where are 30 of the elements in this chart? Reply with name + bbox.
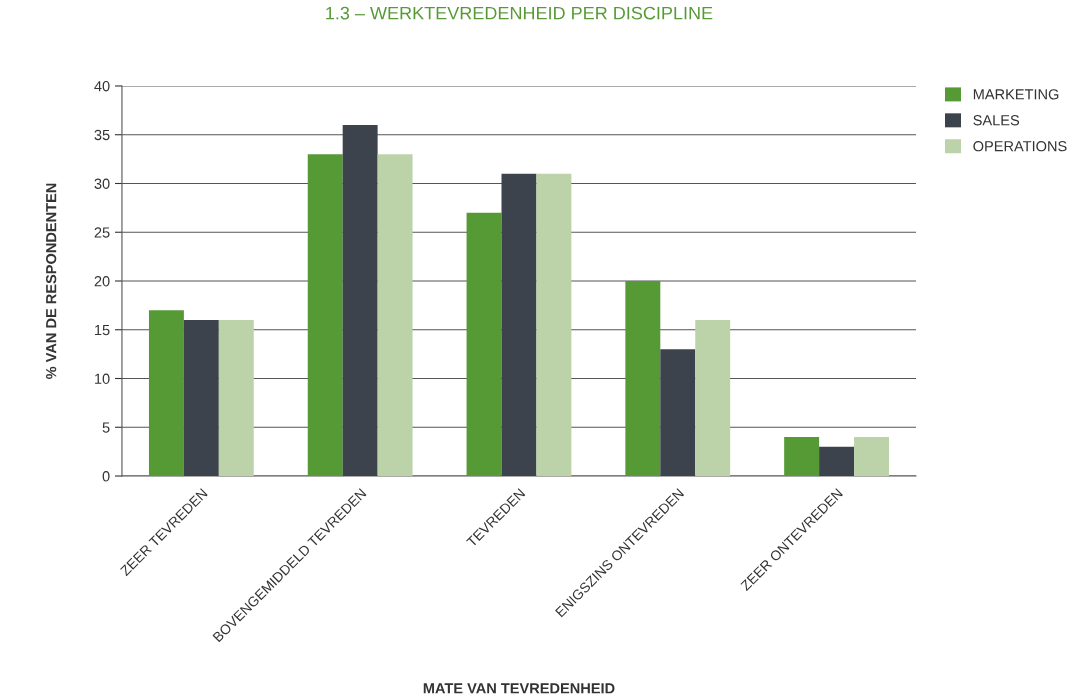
y-tick-label: 20 [94, 276, 110, 287]
y-tick-label: 10 [95, 373, 110, 384]
y-tick-label: 30 [94, 178, 110, 189]
y-tick-label: 35 [94, 129, 110, 141]
y-tick-label: 5 [102, 422, 110, 433]
bar [625, 281, 661, 477]
y-tick-label: 25 [94, 227, 110, 238]
bar [660, 349, 696, 477]
legend-label: OPERATIONS [973, 141, 1067, 152]
legend-label: MARKETING [973, 89, 1059, 100]
x-axis-title: MATE VAN TEVREDENHEID [423, 683, 615, 694]
bar [695, 320, 731, 477]
bar [307, 154, 343, 477]
y-axis-title: % VAN DE RESPONDENTEN [45, 183, 57, 379]
chart-title: 1.3 – WERKTEVREDENHEID PER DISCIPLINE [326, 6, 713, 20]
legend-label: SALES [973, 115, 1020, 126]
bar [854, 437, 889, 477]
bar [342, 124, 378, 477]
y-tick-label: 40 [94, 81, 110, 92]
bar [784, 437, 820, 477]
bar [377, 154, 413, 477]
y-tick-label: 0 [102, 471, 110, 482]
bar [218, 320, 254, 477]
bar [501, 173, 537, 477]
bar [148, 310, 184, 477]
bar [183, 320, 219, 477]
y-tick-label: 15 [95, 325, 110, 336]
bar [819, 446, 855, 477]
bar [536, 173, 572, 477]
bar [466, 212, 502, 477]
